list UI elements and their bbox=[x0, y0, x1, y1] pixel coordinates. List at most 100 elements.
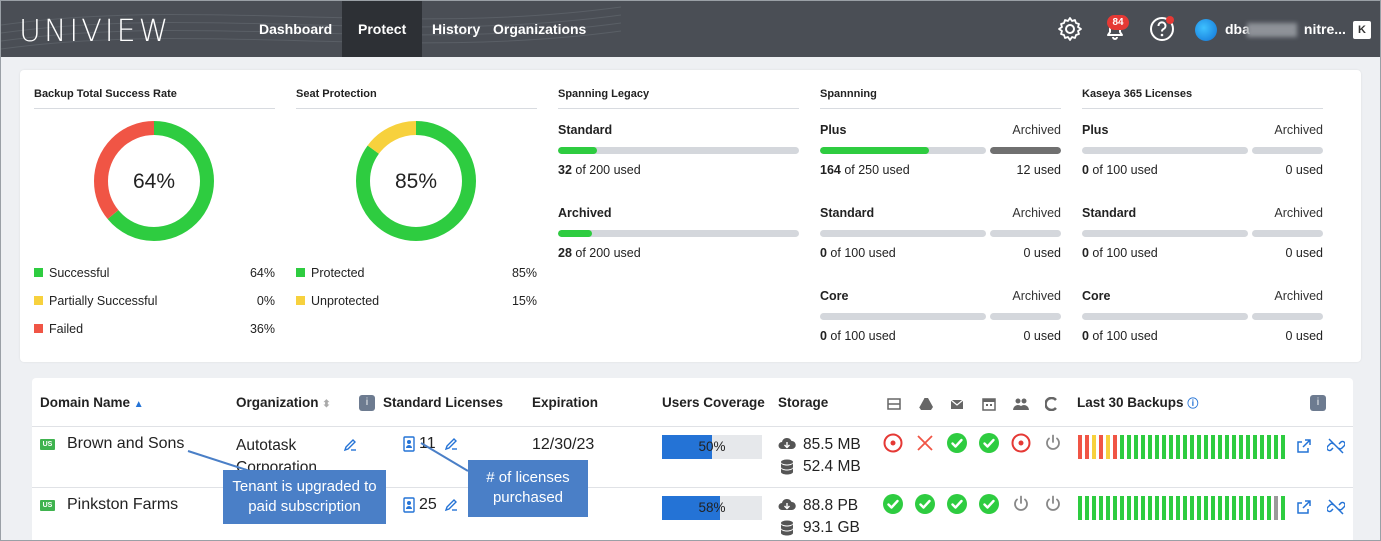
edit-licenses-icon[interactable] bbox=[444, 497, 459, 512]
failed-x-icon[interactable] bbox=[915, 433, 935, 453]
backup-day-tick[interactable] bbox=[1232, 435, 1236, 459]
backup-day-tick[interactable] bbox=[1148, 496, 1152, 520]
backup-day-tick[interactable] bbox=[1134, 435, 1138, 459]
power-off-icon[interactable] bbox=[1043, 433, 1063, 453]
backup-day-tick[interactable] bbox=[1183, 496, 1187, 520]
sort-icon[interactable]: ⬍ bbox=[322, 399, 331, 410]
backup-day-tick[interactable] bbox=[1253, 435, 1257, 459]
backup-day-tick[interactable] bbox=[1225, 435, 1229, 459]
backup-day-tick[interactable] bbox=[1225, 496, 1229, 520]
info-square-icon[interactable]: i bbox=[1310, 395, 1326, 411]
backup-day-tick[interactable] bbox=[1218, 496, 1222, 520]
col-storage[interactable]: Storage bbox=[778, 395, 829, 410]
nav-history[interactable]: History bbox=[432, 21, 481, 37]
edit-licenses-icon[interactable] bbox=[444, 436, 459, 451]
not-configured-icon[interactable] bbox=[1011, 433, 1031, 453]
backup-day-tick[interactable] bbox=[1260, 435, 1264, 459]
col-expiration[interactable]: Expiration bbox=[532, 395, 599, 410]
backup-day-tick[interactable] bbox=[1120, 496, 1124, 520]
nav-dashboard[interactable]: Dashboard bbox=[259, 21, 333, 37]
backup-day-tick[interactable] bbox=[1092, 496, 1096, 520]
backup-day-tick[interactable] bbox=[1106, 435, 1110, 459]
backup-day-tick[interactable] bbox=[1267, 496, 1271, 520]
backup-day-tick[interactable] bbox=[1134, 496, 1138, 520]
backup-day-tick[interactable] bbox=[1204, 496, 1208, 520]
backup-day-tick[interactable] bbox=[1085, 435, 1089, 459]
backup-day-tick[interactable] bbox=[1148, 435, 1152, 459]
backup-day-tick[interactable] bbox=[1078, 496, 1082, 520]
backup-day-tick[interactable] bbox=[1113, 496, 1117, 520]
backup-day-tick[interactable] bbox=[1162, 496, 1166, 520]
unlink-icon[interactable] bbox=[1327, 499, 1345, 515]
backup-day-tick[interactable] bbox=[1099, 496, 1103, 520]
domain-name[interactable]: Brown and Sons bbox=[67, 435, 185, 452]
username[interactable]: dba nitre... bbox=[1225, 21, 1346, 37]
col-last-30-backups[interactable]: Last 30 Backups ⓘ bbox=[1077, 395, 1199, 410]
kaseya-switcher-button[interactable]: K bbox=[1353, 21, 1371, 39]
backup-day-tick[interactable] bbox=[1127, 496, 1131, 520]
backup-day-tick[interactable] bbox=[1246, 496, 1250, 520]
success-check-icon[interactable] bbox=[979, 433, 999, 453]
backup-day-tick[interactable] bbox=[1190, 435, 1194, 459]
backup-day-tick[interactable] bbox=[1141, 496, 1145, 520]
backup-day-tick[interactable] bbox=[1253, 496, 1257, 520]
backup-day-tick[interactable] bbox=[1246, 435, 1250, 459]
backup-day-tick[interactable] bbox=[1078, 435, 1082, 459]
backup-day-tick[interactable] bbox=[1113, 435, 1117, 459]
backup-day-tick[interactable] bbox=[1092, 435, 1096, 459]
sort-asc-icon[interactable]: ▲ bbox=[133, 399, 144, 410]
nav-protect[interactable]: Protect bbox=[342, 1, 423, 57]
col-organization[interactable]: Organization ⬍ bbox=[236, 395, 331, 410]
backup-day-tick[interactable] bbox=[1197, 435, 1201, 459]
power-off-icon[interactable] bbox=[1011, 494, 1031, 514]
success-check-icon[interactable] bbox=[947, 494, 967, 514]
backup-day-tick[interactable] bbox=[1169, 496, 1173, 520]
success-check-icon[interactable] bbox=[915, 494, 935, 514]
backup-day-tick[interactable] bbox=[1169, 435, 1173, 459]
success-check-icon[interactable] bbox=[947, 433, 967, 453]
backup-day-tick[interactable] bbox=[1281, 496, 1285, 520]
backup-day-tick[interactable] bbox=[1267, 435, 1271, 459]
help-icon[interactable] bbox=[1148, 15, 1176, 43]
not-configured-icon[interactable] bbox=[883, 433, 903, 453]
backup-day-tick[interactable] bbox=[1197, 496, 1201, 520]
backup-day-tick[interactable] bbox=[1190, 496, 1194, 520]
power-off-icon[interactable] bbox=[1043, 494, 1063, 514]
backup-day-tick[interactable] bbox=[1155, 496, 1159, 520]
avatar[interactable] bbox=[1195, 19, 1217, 41]
backup-day-tick[interactable] bbox=[1176, 435, 1180, 459]
backup-day-tick[interactable] bbox=[1274, 496, 1278, 520]
col-standard-licenses[interactable]: Standard Licenses bbox=[383, 395, 504, 410]
backup-day-tick[interactable] bbox=[1155, 435, 1159, 459]
backup-day-tick[interactable] bbox=[1106, 496, 1110, 520]
backup-day-tick[interactable] bbox=[1211, 435, 1215, 459]
backup-day-tick[interactable] bbox=[1176, 496, 1180, 520]
backup-day-tick[interactable] bbox=[1127, 435, 1131, 459]
external-link-icon[interactable] bbox=[1296, 499, 1312, 515]
backup-day-tick[interactable] bbox=[1183, 435, 1187, 459]
backup-day-tick[interactable] bbox=[1141, 435, 1145, 459]
external-link-icon[interactable] bbox=[1296, 438, 1312, 454]
backup-day-tick[interactable] bbox=[1239, 435, 1243, 459]
backup-day-tick[interactable] bbox=[1085, 496, 1089, 520]
info-circle-icon[interactable]: ⓘ bbox=[1187, 398, 1199, 410]
success-check-icon[interactable] bbox=[979, 494, 999, 514]
gear-icon[interactable] bbox=[1056, 15, 1084, 43]
success-check-icon[interactable] bbox=[883, 494, 903, 514]
backup-day-tick[interactable] bbox=[1162, 435, 1166, 459]
backup-day-tick[interactable] bbox=[1120, 435, 1124, 459]
uniview-logo[interactable]: UNIVIEW bbox=[19, 14, 172, 49]
backup-day-tick[interactable] bbox=[1204, 435, 1208, 459]
backup-day-tick[interactable] bbox=[1211, 496, 1215, 520]
backup-day-tick[interactable] bbox=[1232, 496, 1236, 520]
backup-day-tick[interactable] bbox=[1260, 496, 1264, 520]
info-square-icon[interactable]: i bbox=[359, 395, 375, 411]
col-users-coverage[interactable]: Users Coverage bbox=[662, 395, 765, 410]
backup-day-tick[interactable] bbox=[1239, 496, 1243, 520]
col-domain-name[interactable]: Domain Name ▲ bbox=[40, 395, 144, 410]
backup-day-tick[interactable] bbox=[1099, 435, 1103, 459]
unlink-icon[interactable] bbox=[1327, 438, 1345, 454]
backup-day-tick[interactable] bbox=[1218, 435, 1222, 459]
backup-day-tick[interactable] bbox=[1281, 435, 1285, 459]
edit-organization-icon[interactable] bbox=[343, 437, 358, 452]
